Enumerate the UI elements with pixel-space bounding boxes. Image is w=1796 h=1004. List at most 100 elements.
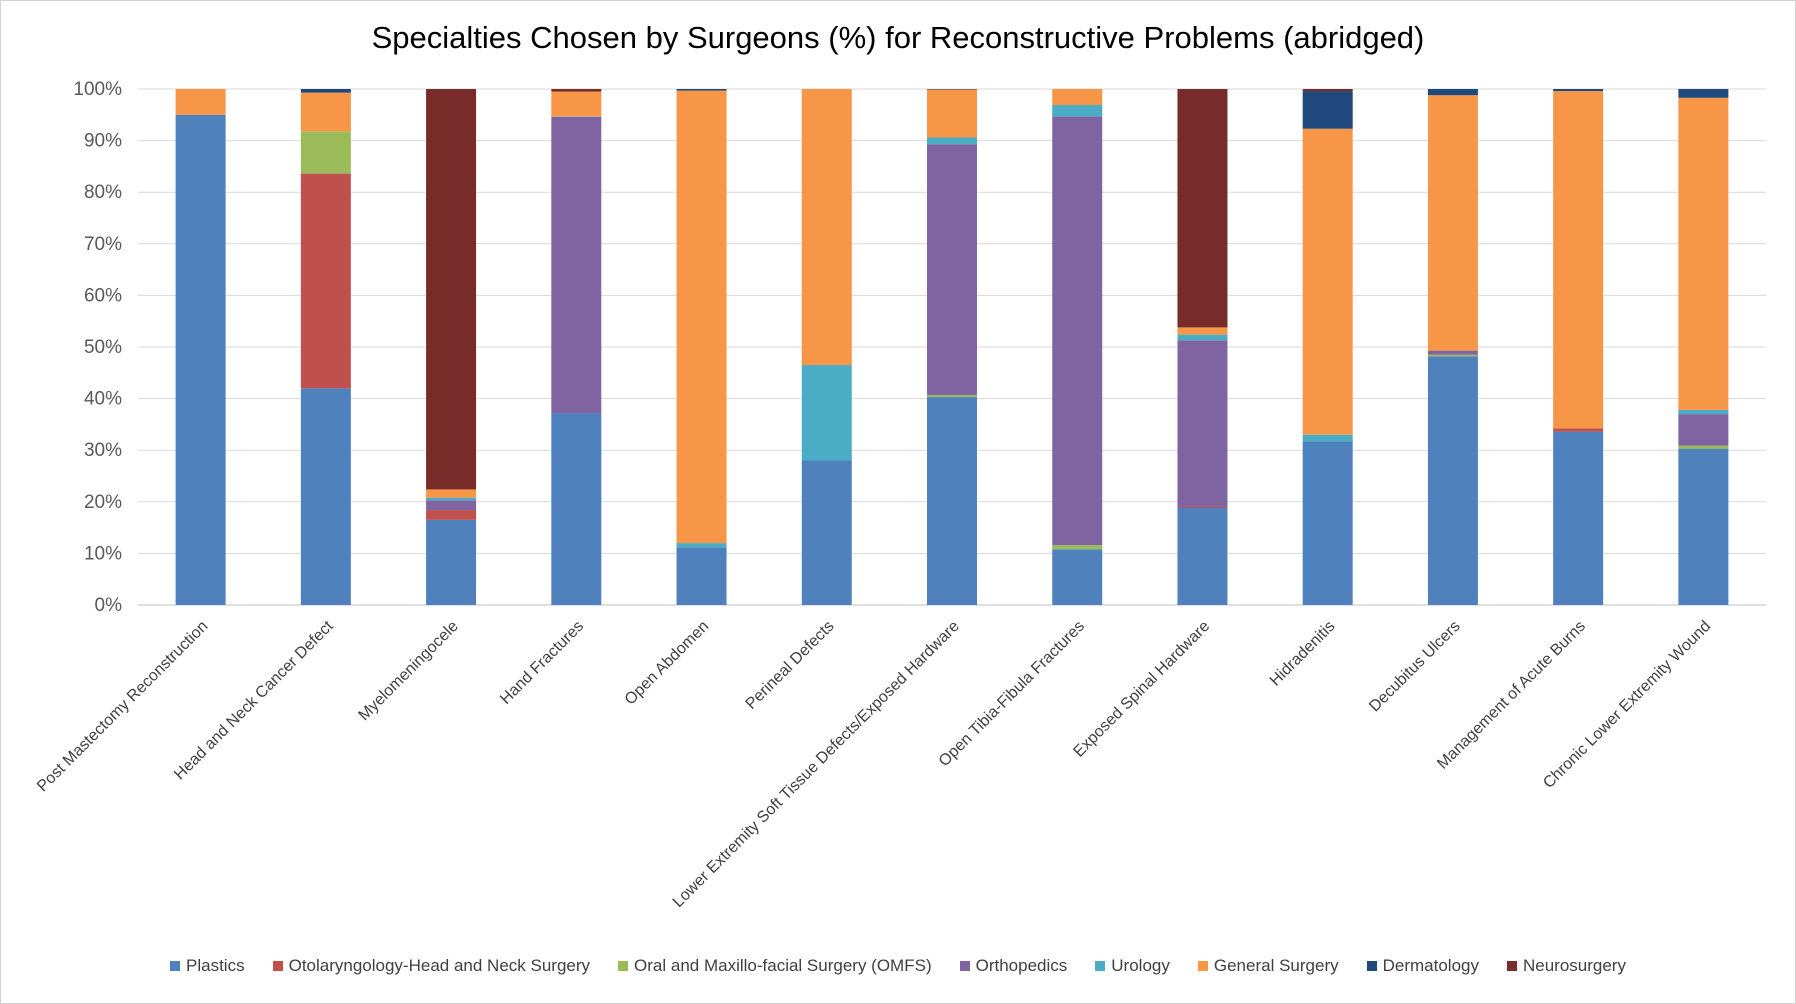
bar-segment-orthopedics: [1177, 340, 1228, 507]
bar-segment-neurosurgery: [1302, 89, 1353, 92]
bar-segment-plastics: [1177, 507, 1228, 605]
bar-segment-orthopedics: [426, 500, 477, 511]
y-tick-label: 80%: [84, 182, 122, 203]
bar-segment-general-surgery: [1678, 97, 1729, 410]
x-category-label: Hidradenitis: [1267, 618, 1339, 690]
bar-segment-general-surgery: [551, 91, 602, 117]
bar-segment-urology: [1678, 409, 1729, 415]
y-tick-label: 20%: [84, 492, 122, 513]
y-tick-label: 90%: [84, 131, 122, 152]
chart-title: Specialties Chosen by Surgeons (%) for R…: [371, 20, 1425, 55]
x-category-label: Myelomeningocele: [356, 618, 462, 724]
bar-segment-plastics: [676, 547, 727, 605]
legend-swatch: [1095, 961, 1106, 971]
legend-swatch: [1506, 961, 1517, 971]
bar-segment-general-surgery: [1052, 89, 1103, 105]
legend-label: Otolaryngology-Head and Neck Surgery: [288, 956, 591, 975]
bar-segment-general-surgery: [175, 89, 226, 115]
y-tick-label: 10%: [84, 543, 122, 564]
legend-item: Urology: [1095, 956, 1170, 976]
x-category-label: Decubitus Ulcers: [1366, 618, 1464, 716]
bar-segment-orthopedics: [927, 144, 977, 395]
legend: Plastics Otolaryngology-Head and Neck Sur…: [0, 956, 1796, 976]
bar-segment-general-surgery: [801, 89, 852, 366]
legend-swatch: [959, 961, 970, 971]
legend-label: Oral and Maxillo-facial Surgery (OMFS): [634, 956, 932, 975]
bar-segment-otolaryngology-head-and-neck-surgery: [426, 510, 477, 520]
bar-segment-dermatology: [300, 89, 351, 93]
bar-segment-oral-and-maxillo-facial-surgery-omfs: [1052, 545, 1103, 550]
legend-label: General Surgery: [1213, 956, 1339, 975]
x-category-label: Open Tibia-Fibula Fractures: [936, 618, 1088, 770]
legend-swatch: [1366, 961, 1377, 971]
bar-segment-general-surgery: [1427, 95, 1478, 351]
legend-item: Otolaryngology-Head and Neck Surgery: [272, 956, 591, 976]
bar-segment-plastics: [175, 114, 226, 606]
bar-segment-oral-and-maxillo-facial-surgery-omfs: [300, 131, 351, 174]
x-category-label: Hand Fractures: [497, 618, 587, 708]
y-tick-label: 60%: [84, 285, 122, 306]
y-tick-label: 100%: [73, 79, 122, 100]
bar-segment-general-surgery: [1177, 327, 1228, 335]
bar-segment-general-surgery: [426, 489, 477, 498]
legend-item: Oral and Maxillo-facial Surgery (OMFS): [618, 956, 932, 976]
legend-label: Urology: [1111, 956, 1170, 975]
y-tick-label: 50%: [84, 337, 122, 358]
legend-item: Orthopedics: [959, 956, 1068, 976]
y-tick-label: 0%: [95, 595, 123, 616]
x-category-label: Management of Acute Burns: [1434, 618, 1589, 773]
bar-segment-dermatology: [1302, 91, 1353, 129]
bar-segment-plastics: [1678, 448, 1729, 605]
x-category-label: Lower Extremity Soft Tissue Defects/Expo…: [670, 618, 963, 911]
legend-swatch: [170, 961, 181, 971]
x-category-label: Exposed Spinal Hardware: [1070, 618, 1213, 761]
x-category-label: Perineal Defects: [743, 618, 838, 713]
y-tick-label: 40%: [84, 389, 122, 410]
bar-segment-urology: [676, 543, 727, 548]
y-tick-label: 70%: [84, 234, 122, 255]
bar-segment-oral-and-maxillo-facial-surgery-omfs: [1678, 445, 1729, 449]
bar-segment-plastics: [551, 413, 602, 605]
bar-segment-dermatology: [1553, 89, 1604, 92]
legend-item: Neurosurgery: [1506, 956, 1626, 976]
bar-segment-oral-and-maxillo-facial-surgery-omfs: [927, 394, 977, 398]
legend-label: Neurosurgery: [1522, 956, 1626, 975]
bar-segment-general-surgery: [676, 90, 727, 544]
bar-segment-neurosurgery: [1177, 89, 1228, 328]
bar-segment-neurosurgery: [426, 89, 477, 490]
bar-segment-urology: [426, 497, 477, 501]
legend-swatch: [272, 961, 283, 971]
bar-segment-general-surgery: [927, 89, 977, 138]
legend-swatch: [618, 961, 629, 971]
bar-segment-plastics: [1302, 441, 1353, 605]
bar-segment-dermatology: [1678, 89, 1729, 98]
legend-label: Plastics: [186, 956, 245, 975]
bar-segment-plastics: [927, 397, 977, 605]
bar-segment-plastics: [801, 460, 852, 605]
bar-segment-plastics: [1553, 431, 1604, 605]
bar-segment-dermatology: [676, 89, 727, 91]
y-tick-label: 30%: [84, 440, 122, 461]
x-category-label: Open Abdomen: [622, 618, 713, 709]
bar-segment-orthopedics: [1678, 414, 1729, 446]
bar-segment-urology: [927, 137, 977, 145]
bar-segment-urology: [1302, 434, 1353, 442]
y-axis-ticks: 0% 10% 20% 30% 40% 50% 60% 70% 80% 90% 100%: [73, 79, 122, 616]
bar-segment-otolaryngology-head-and-neck-surgery: [1553, 428, 1604, 432]
legend-item: Dermatology: [1366, 956, 1479, 976]
bars: [175, 89, 1729, 606]
legend-label: Orthopedics: [975, 956, 1068, 975]
bar-segment-general-surgery: [300, 92, 351, 132]
bar-segment-orthopedics: [551, 116, 602, 414]
bar-segment-otolaryngology-head-and-neck-surgery: [1177, 506, 1228, 508]
bar-segment-plastics: [1052, 549, 1103, 605]
bar-segment-orthopedics: [1427, 350, 1478, 355]
bar-segment-otolaryngology-head-and-neck-surgery: [300, 173, 351, 389]
bar-segment-oral-and-maxillo-facial-surgery-omfs: [1427, 354, 1478, 357]
bar-segment-general-surgery: [1302, 128, 1353, 435]
bar-segment-urology: [551, 116, 602, 117]
bar-segment-orthopedics: [1052, 116, 1103, 546]
legend-item: Plastics: [170, 956, 245, 976]
